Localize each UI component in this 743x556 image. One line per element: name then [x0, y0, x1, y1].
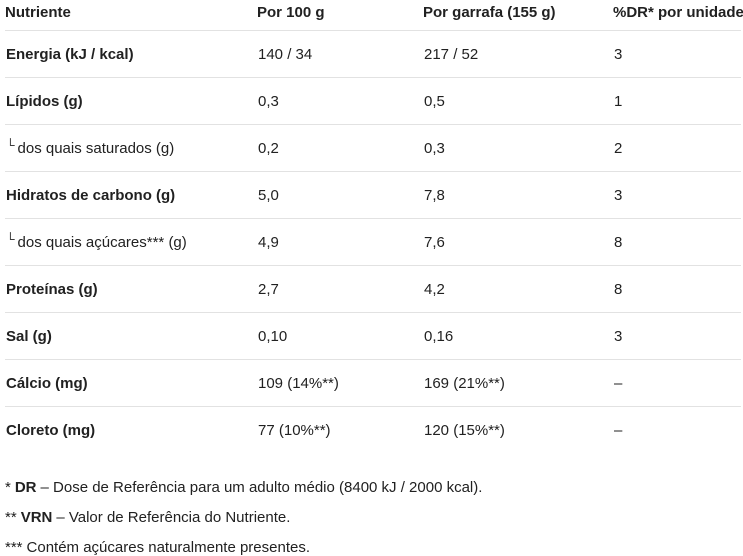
nutrient-label: Cálcio (mg) — [5, 359, 257, 407]
footnote-marker: ** — [5, 509, 17, 526]
table-header: Nutriente Por 100 g Por garrafa (155 g) … — [5, 4, 743, 31]
footnote-marker: *** — [5, 539, 23, 556]
column-header-per-bottle: Por garrafa (155 g) — [423, 4, 613, 31]
footnote-acucares: *** Contém açúcares naturalmente presente… — [5, 540, 743, 556]
cell-per-bottle: 7,8 — [423, 171, 613, 219]
nutrient-label: Proteínas (g) — [5, 265, 257, 313]
footnotes: * DR – Dose de Referência para um adulto m… — [5, 480, 743, 556]
sub-nutrient-text: dos quais saturados (g) — [17, 139, 175, 157]
footnote-vrn: ** VRN – Valor de Referência do Nutriente. — [5, 510, 743, 526]
footnote-term: DR — [14, 479, 37, 496]
nutrient-label: └ dos quais açúcares*** (g) — [5, 218, 257, 266]
sub-branch-icon: └ — [6, 137, 15, 152]
cell-per-100g: 0,10 — [257, 312, 423, 360]
cell-per-bottle: 0,3 — [423, 124, 613, 172]
cell-per-100g: 0,2 — [257, 124, 423, 172]
column-header-per-100g: Por 100 g — [257, 4, 423, 31]
footnote-marker: * — [5, 479, 11, 496]
footnote-text: – Dose de Referência para um adulto médi… — [40, 479, 483, 496]
cell-dr: – — [613, 359, 741, 407]
cell-per-bottle: 0,5 — [423, 77, 613, 125]
cell-dr: 8 — [613, 218, 741, 266]
table-row-energia: Energia (kJ / kcal) 140 / 34 217 / 52 3 — [5, 30, 741, 78]
header-row: Nutriente Por 100 g Por garrafa (155 g) … — [5, 4, 743, 31]
footnote-text: Contém açúcares naturalmente presentes. — [26, 539, 310, 556]
cell-dr: 8 — [613, 265, 741, 313]
table-row-calcio: Cálcio (mg) 109 (14%**) 169 (21%**) – — [5, 359, 741, 407]
cell-dr: – — [614, 421, 623, 439]
footnote-text: – Valor de Referência do Nutriente. — [56, 509, 291, 526]
nutrient-label: Hidratos de carbono (g) — [5, 171, 257, 219]
sub-branch-icon: └ — [6, 231, 15, 246]
nutrient-label: Lípidos (g) — [5, 77, 257, 125]
table-row-sal: Sal (g) 0,10 0,16 3 — [5, 312, 741, 360]
cell-per-100g: 140 / 34 — [257, 30, 423, 78]
cell-dr: 3 — [613, 30, 741, 78]
cell-per-bottle: 169 (21%**) — [423, 359, 613, 407]
table-row-proteinas: Proteínas (g) 2,7 4,2 8 — [5, 265, 741, 313]
cell-dr: 2 — [613, 124, 741, 172]
nutrient-label: Cloreto (mg) — [6, 421, 96, 439]
cell-per-100g: 5,0 — [257, 171, 423, 219]
table-row-acucares: └ dos quais açúcares*** (g) 4,9 7,6 8 — [5, 218, 741, 266]
column-header-nutriente: Nutriente — [5, 4, 257, 31]
cell-per-100g: 77 (10%**) — [258, 421, 331, 439]
nutrient-label: Sal (g) — [5, 312, 257, 360]
table-row-lipidos: Lípidos (g) 0,3 0,5 1 — [5, 77, 741, 125]
cell-per-100g: 109 (14%**) — [257, 359, 423, 407]
nutrient-label: └ dos quais saturados (g) — [5, 124, 257, 172]
cell-dr: 3 — [613, 312, 741, 360]
table-row-saturados: └ dos quais saturados (g) 0,2 0,3 2 — [5, 124, 741, 172]
cell-per-100g: 2,7 — [257, 265, 423, 313]
cell-per-bottle: 7,6 — [423, 218, 613, 266]
cell-dr: 1 — [613, 77, 741, 125]
table-body: Energia (kJ / kcal) 140 / 34 217 / 52 3 … — [5, 30, 741, 454]
footnote-term: VRN — [20, 509, 53, 526]
cell-dr: 3 — [613, 171, 741, 219]
sub-nutrient-text: dos quais açúcares*** (g) — [17, 233, 187, 251]
nutrition-table: Nutriente Por 100 g Por garrafa (155 g) … — [5, 4, 743, 454]
cell-per-bottle: 120 (15%**) — [424, 421, 505, 439]
footnote-dr: * DR – Dose de Referência para um adulto m… — [5, 480, 743, 496]
cell-per-bottle: 0,16 — [423, 312, 613, 360]
table-row-cloreto: Cloreto (mg) 77 (10%**) 120 (15%**) – — [5, 407, 741, 454]
nutrient-label: Energia (kJ / kcal) — [5, 30, 257, 78]
column-header-dr-per-unit: %DR* por unidade — [613, 4, 743, 31]
table-row-hidratos: Hidratos de carbono (g) 5,0 7,8 3 — [5, 171, 741, 219]
cell-per-bottle: 217 / 52 — [423, 30, 613, 78]
cell-per-100g: 0,3 — [257, 77, 423, 125]
cell-per-bottle: 4,2 — [423, 265, 613, 313]
cell-per-100g: 4,9 — [257, 218, 423, 266]
